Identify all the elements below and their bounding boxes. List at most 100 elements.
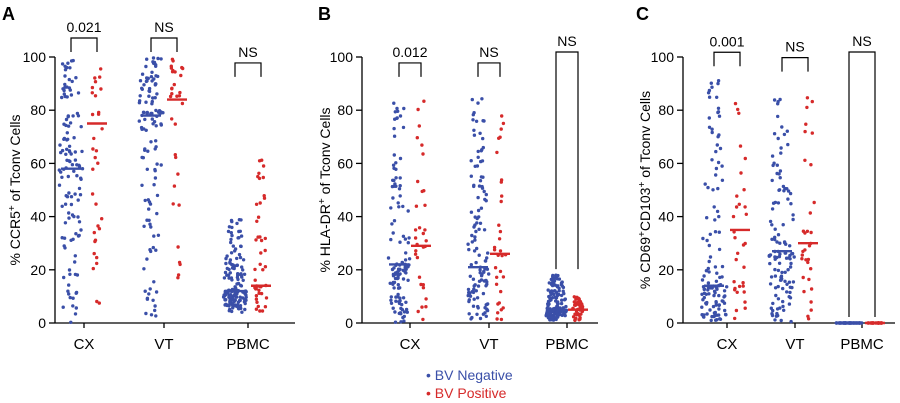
data-point-bv-positive	[743, 156, 747, 161]
data-point-bv-positive	[99, 87, 103, 91]
data-point-bv-negative	[69, 93, 74, 97]
data-point-bv-negative	[229, 218, 234, 223]
data-point-bv-positive	[169, 66, 174, 70]
data-point-bv-positive	[744, 212, 748, 216]
data-point-bv-negative	[392, 126, 396, 131]
data-point-bv-negative	[142, 83, 146, 87]
data-point-bv-negative	[394, 299, 398, 303]
data-point-bv-positive	[737, 111, 741, 116]
data-point-bv-negative	[716, 79, 721, 83]
data-point-bv-positive	[90, 192, 95, 196]
data-point-bv-positive	[421, 283, 425, 287]
data-point-bv-negative	[550, 315, 554, 319]
data-point-bv-negative	[772, 132, 777, 136]
data-point-bv-negative	[397, 187, 402, 191]
data-point-bv-negative	[776, 201, 781, 205]
y-axis-label: % CD69+CD103+ of Tconv Cells	[637, 91, 653, 289]
data-point-bv-positive	[100, 217, 104, 221]
data-point-bv-negative	[231, 306, 235, 310]
data-point-bv-negative	[159, 163, 163, 167]
data-point-bv-negative	[63, 82, 67, 87]
data-point-bv-negative	[712, 293, 716, 298]
data-point-bv-negative	[479, 206, 484, 210]
data-point-bv-positive	[498, 269, 503, 274]
data-point-bv-negative	[776, 284, 780, 289]
data-point-bv-negative	[150, 102, 154, 106]
data-point-bv-negative	[67, 144, 72, 148]
data-point-bv-negative	[485, 267, 490, 271]
data-point-bv-positive	[497, 237, 502, 241]
data-point-bv-negative	[788, 191, 793, 196]
data-point-bv-negative	[396, 201, 400, 205]
data-point-bv-negative	[406, 241, 410, 245]
data-point-bv-positive	[805, 96, 810, 100]
data-point-bv-negative	[787, 280, 792, 284]
data-point-bv-positive	[806, 257, 811, 262]
data-point-bv-positive	[801, 275, 805, 280]
data-point-bv-negative	[149, 225, 153, 229]
data-point-bv-negative	[468, 274, 472, 278]
data-point-bv-positive	[255, 219, 259, 223]
data-point-bv-negative	[226, 229, 231, 234]
data-point-bv-negative	[556, 284, 560, 288]
data-point-bv-negative	[235, 263, 239, 268]
data-point-bv-positive	[178, 90, 182, 95]
data-point-bv-negative	[700, 278, 705, 282]
data-point-bv-negative	[390, 267, 395, 272]
y-tick-label: 100	[330, 49, 354, 65]
significance-bracket	[234, 62, 262, 77]
data-point-bv-negative	[392, 153, 396, 157]
data-point-bv-negative	[707, 270, 711, 274]
data-point-bv-negative	[702, 295, 706, 300]
data-point-bv-negative	[483, 259, 488, 263]
data-point-bv-negative	[473, 223, 477, 227]
data-point-bv-negative	[73, 192, 77, 196]
data-point-bv-negative	[714, 279, 719, 283]
data-point-bv-negative	[546, 288, 550, 292]
data-point-bv-positive	[808, 211, 812, 215]
y-tick-label: 0	[666, 315, 674, 331]
data-point-bv-negative	[389, 301, 394, 305]
data-point-bv-negative	[73, 150, 78, 154]
data-point-bv-positive	[263, 248, 267, 253]
data-point-bv-negative	[470, 240, 474, 244]
data-point-bv-positive	[171, 68, 175, 73]
data-point-bv-negative	[711, 188, 715, 192]
data-point-bv-positive	[800, 257, 804, 261]
significance-bracket-leg	[848, 66, 876, 317]
data-point-bv-positive	[422, 99, 426, 103]
data-point-bv-positive	[576, 312, 580, 316]
data-point-bv-negative	[69, 238, 73, 242]
data-point-bv-negative	[401, 268, 405, 272]
data-point-bv-positive	[97, 110, 101, 115]
data-point-bv-positive	[170, 92, 174, 96]
data-point-bv-negative	[715, 95, 719, 100]
data-point-bv-positive	[257, 288, 261, 292]
data-point-bv-negative	[480, 97, 484, 101]
data-point-bv-negative	[76, 234, 81, 238]
data-point-bv-negative	[66, 124, 71, 128]
data-point-bv-negative	[720, 299, 724, 303]
data-point-bv-negative	[159, 122, 163, 126]
data-point-bv-negative	[775, 163, 779, 167]
data-point-bv-negative	[150, 79, 154, 83]
data-point-bv-negative	[778, 241, 782, 245]
data-point-bv-negative	[147, 94, 151, 98]
data-point-bv-negative	[398, 156, 403, 161]
data-point-bv-negative	[485, 308, 490, 313]
data-point-bv-negative	[63, 74, 67, 78]
data-point-bv-negative	[152, 61, 157, 66]
data-point-bv-negative	[779, 278, 783, 282]
data-point-bv-negative	[472, 287, 476, 291]
data-point-bv-positive	[495, 150, 499, 155]
data-point-bv-negative	[713, 310, 717, 315]
data-point-bv-negative	[768, 282, 773, 286]
data-point-bv-negative	[477, 184, 482, 188]
data-point-bv-positive	[179, 73, 183, 78]
data-point-bv-positive	[420, 143, 424, 147]
data-point-bv-positive	[416, 309, 420, 314]
data-point-bv-negative	[401, 204, 405, 209]
data-point-bv-negative	[550, 277, 555, 282]
data-point-bv-negative	[718, 317, 723, 321]
data-point-bv-negative	[468, 291, 472, 295]
